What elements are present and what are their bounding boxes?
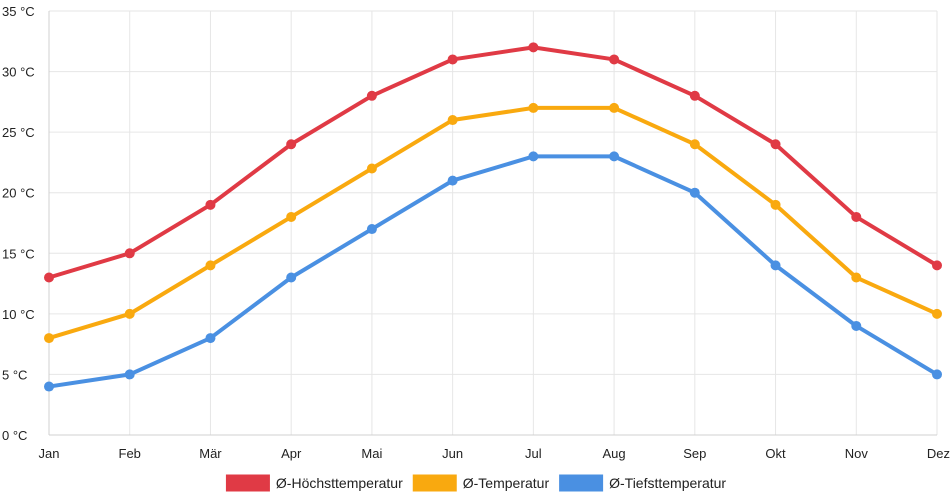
x-tick-label: Mai (361, 446, 382, 461)
data-point (124, 308, 135, 319)
data-point (528, 151, 539, 162)
data-point (447, 54, 458, 65)
data-point (689, 90, 700, 101)
legend-swatch (559, 474, 604, 492)
data-point (528, 102, 539, 113)
y-axis: 0 °C 5 °C 10 °C 15 °C 20 °C 25 °C 30 °C 35 °C (2, 4, 35, 443)
data-point (851, 320, 862, 331)
data-point (932, 369, 942, 380)
data-point (205, 260, 216, 271)
x-tick-label: Okt (765, 446, 786, 461)
series-line (47, 154, 939, 389)
legend-label: Ø-Temperatur (463, 475, 550, 491)
y-tick-label: 10 °C (2, 307, 35, 322)
data-point (205, 199, 216, 210)
data-point (609, 151, 620, 162)
data-point (44, 333, 54, 344)
series-lines (44, 42, 942, 392)
x-tick-label: Feb (119, 446, 141, 461)
data-point (366, 90, 377, 101)
series-2 (44, 151, 942, 392)
data-point (689, 187, 700, 198)
data-point (770, 139, 781, 150)
data-point (366, 224, 377, 235)
x-tick-label: Jan (39, 446, 60, 461)
data-point (44, 381, 54, 392)
x-tick-label: Aug (603, 446, 626, 461)
y-tick-label: 5 °C (2, 367, 27, 382)
data-point (366, 163, 377, 174)
legend-label: Ø-Tiefsttemperatur (609, 475, 726, 491)
data-point (286, 211, 297, 222)
data-point (447, 175, 458, 186)
legend-item[interactable]: Ø-Tiefsttemperatur (559, 474, 726, 492)
x-tick-label: Nov (845, 446, 869, 461)
x-tick-label: Jul (525, 446, 542, 461)
data-point (851, 272, 862, 283)
x-tick-label: Jun (442, 446, 463, 461)
x-tick-label: Sep (683, 446, 706, 461)
series-1 (44, 102, 942, 344)
legend: Ø-Höchsttemperatur Ø-Temperatur Ø-Tiefstte… (225, 474, 726, 492)
data-point (124, 369, 135, 380)
y-tick-label: 35 °C (2, 4, 35, 19)
data-point (770, 199, 781, 210)
legend-swatch (225, 474, 270, 492)
data-point (932, 308, 942, 319)
y-tick-label: 20 °C (2, 186, 35, 201)
legend-label: Ø-Höchsttemperatur (276, 475, 403, 491)
data-point (689, 139, 700, 150)
data-point (851, 211, 862, 222)
series-0 (44, 42, 942, 283)
x-tick-label: Dez (927, 446, 950, 461)
data-point (286, 272, 297, 283)
y-tick-label: 15 °C (2, 246, 35, 261)
grid (48, 10, 938, 436)
data-point (932, 260, 942, 271)
data-point (124, 248, 135, 259)
data-point (528, 42, 539, 53)
legend-item[interactable]: Ø-Temperatur (412, 474, 550, 492)
legend-swatch (412, 474, 457, 492)
legend-item[interactable]: Ø-Höchsttemperatur (225, 474, 403, 492)
data-point (44, 272, 54, 283)
data-point (609, 54, 620, 65)
data-point (770, 260, 781, 271)
data-point (609, 102, 620, 113)
x-tick-label: Mär (199, 446, 222, 461)
y-tick-label: 30 °C (2, 65, 35, 80)
series-line (47, 105, 939, 341)
x-tick-label: Apr (281, 446, 302, 461)
x-axis: Jan Feb Mär Apr Mai Jun Jul Aug Sep Okt Nov Dez (39, 446, 950, 461)
data-point (447, 115, 458, 126)
data-point (286, 139, 297, 150)
y-tick-label: 0 °C (2, 428, 27, 443)
data-point (205, 333, 216, 344)
y-tick-label: 25 °C (2, 125, 35, 140)
series-line (47, 45, 939, 280)
